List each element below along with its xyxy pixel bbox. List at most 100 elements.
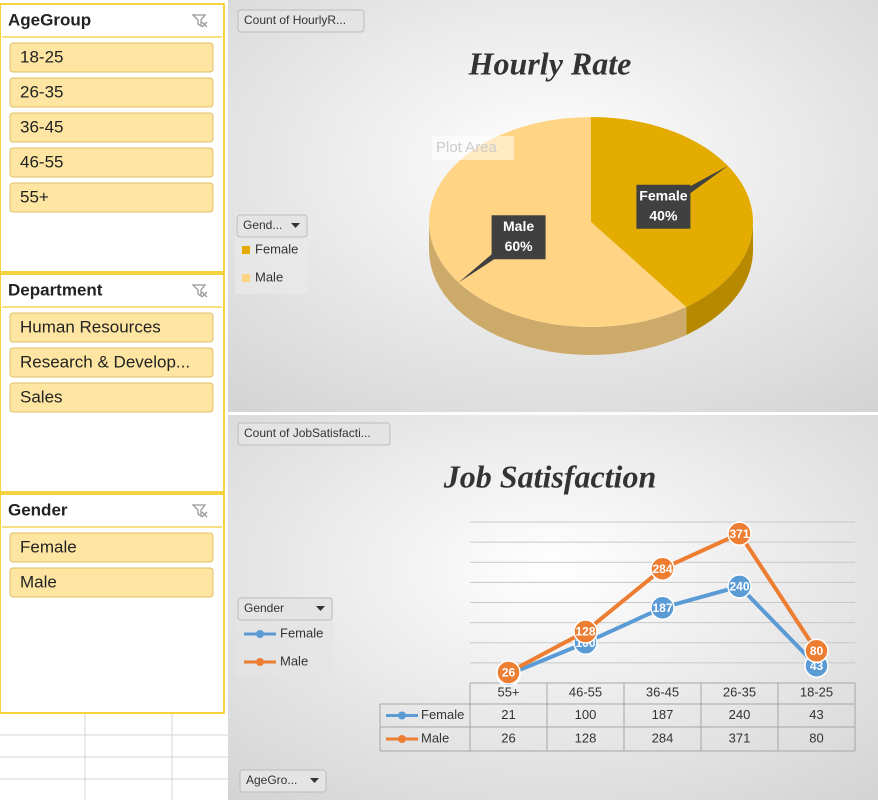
table-cell: 80 (809, 730, 823, 745)
data-label-category: Male (503, 218, 534, 234)
line-chart-area (228, 415, 878, 800)
table-series-name: Female (421, 707, 464, 722)
field-button-label: Gender (244, 601, 284, 615)
slicer-item-label: 18-25 (20, 47, 63, 66)
legend-swatch (242, 246, 250, 254)
slicer-item[interactable] (9, 347, 214, 378)
table-cell: 371 (729, 730, 751, 745)
slicer-title: Department (8, 280, 103, 299)
slicer-item-label: Sales (20, 387, 63, 406)
pie-side (429, 222, 687, 355)
slicer-frame (0, 493, 225, 714)
dropdown-arrow[interactable] (310, 778, 319, 783)
clear-filter-icon[interactable] (191, 504, 208, 518)
data-label: 26 (502, 666, 516, 680)
slicer-item[interactable] (9, 147, 214, 178)
table-cell: 187 (652, 707, 674, 722)
table-cell: 128 (575, 730, 597, 745)
data-label: 128 (575, 625, 595, 639)
legend-swatch (242, 274, 250, 282)
table-legend-marker (398, 711, 406, 720)
data-point[interactable] (727, 521, 752, 546)
slicer-item-label: Human Resources (20, 317, 161, 336)
legend-label: Male (255, 269, 283, 284)
field-button-label: Count of JobSatisfacti... (244, 426, 371, 440)
slicer-item[interactable] (9, 182, 214, 213)
tooltip-box (432, 136, 514, 160)
data-point[interactable] (650, 595, 675, 620)
cell-grid (0, 713, 228, 800)
field-button-label: Count of HourlyR... (244, 13, 346, 27)
legend-marker (256, 630, 264, 638)
slicer-item-label: 55+ (20, 187, 49, 206)
field-button-label: Gend... (243, 218, 282, 232)
field-button[interactable] (237, 422, 391, 446)
legend-marker (256, 658, 264, 666)
slicer-item-label: Male (20, 572, 57, 591)
slicer-item[interactable] (9, 112, 214, 143)
data-label: 371 (729, 527, 749, 541)
legend-label: Male (280, 653, 308, 668)
x-category-label: 18-25 (800, 684, 833, 699)
x-category-label: 36-45 (646, 684, 679, 699)
data-label-box (491, 215, 546, 260)
data-point[interactable] (804, 638, 829, 664)
data-point[interactable] (573, 619, 598, 644)
clear-filter-icon[interactable] (191, 14, 208, 28)
table-cell: 26 (501, 730, 515, 745)
data-label: 240 (729, 580, 749, 594)
data-point[interactable] (727, 574, 752, 599)
slicer-item-label: 36-45 (20, 117, 63, 136)
slicer-item[interactable] (9, 77, 214, 108)
x-category-label: 26-35 (723, 684, 756, 699)
legend-label: Female (255, 241, 298, 256)
dropdown-arrow[interactable] (316, 606, 325, 611)
slicer-item-label: 26-35 (20, 82, 63, 101)
data-label: 187 (652, 601, 672, 615)
x-category-label: 55+ (497, 684, 519, 699)
slicer-item-label: Female (20, 537, 77, 556)
data-label: 284 (652, 562, 672, 576)
slicer-item-label: 46-55 (20, 152, 63, 171)
table-cell: 100 (575, 707, 597, 722)
data-label-category: Female (639, 187, 687, 203)
tooltip: Plot Area (436, 139, 498, 156)
table-cell: 284 (652, 730, 674, 745)
chart-title: Hourly Rate (468, 45, 632, 81)
slicer-item[interactable] (9, 382, 214, 413)
slicer-title: Gender (8, 500, 68, 519)
clear-filter-icon[interactable] (191, 284, 208, 298)
field-button[interactable] (237, 597, 333, 621)
table-cell: 21 (501, 707, 515, 722)
slicer-item[interactable] (9, 312, 214, 343)
slicer-item[interactable] (9, 42, 214, 73)
slicer-item-label: Research & Develop... (20, 352, 190, 371)
dropdown-arrow[interactable] (291, 223, 300, 228)
data-label-value: 60% (505, 238, 534, 254)
label-pointer (458, 231, 519, 283)
field-button[interactable] (236, 214, 308, 238)
data-point[interactable] (650, 556, 675, 581)
legend-label: Female (280, 625, 323, 640)
slicer-item[interactable] (9, 567, 214, 598)
field-button[interactable] (239, 769, 327, 793)
pie-slice[interactable] (429, 117, 687, 327)
table-legend-marker (398, 735, 406, 743)
pie-side (686, 222, 753, 335)
table-cell: 240 (729, 707, 751, 722)
data-table (379, 682, 856, 752)
field-button-label: AgeGro... (246, 773, 297, 787)
table-cell: 43 (809, 707, 823, 722)
label-pointer (663, 165, 728, 213)
field-button[interactable] (237, 9, 365, 33)
x-category-label: 46-55 (569, 684, 602, 699)
data-label: 80 (810, 644, 824, 658)
table-series-name: Male (421, 730, 449, 745)
slicer-title: AgeGroup (8, 10, 91, 29)
data-label-value: 40% (649, 207, 678, 223)
slicer-item[interactable] (9, 532, 214, 563)
data-label-box (636, 184, 691, 229)
chart-title: Job Satisfaction (443, 458, 656, 494)
data-point[interactable] (496, 660, 521, 685)
